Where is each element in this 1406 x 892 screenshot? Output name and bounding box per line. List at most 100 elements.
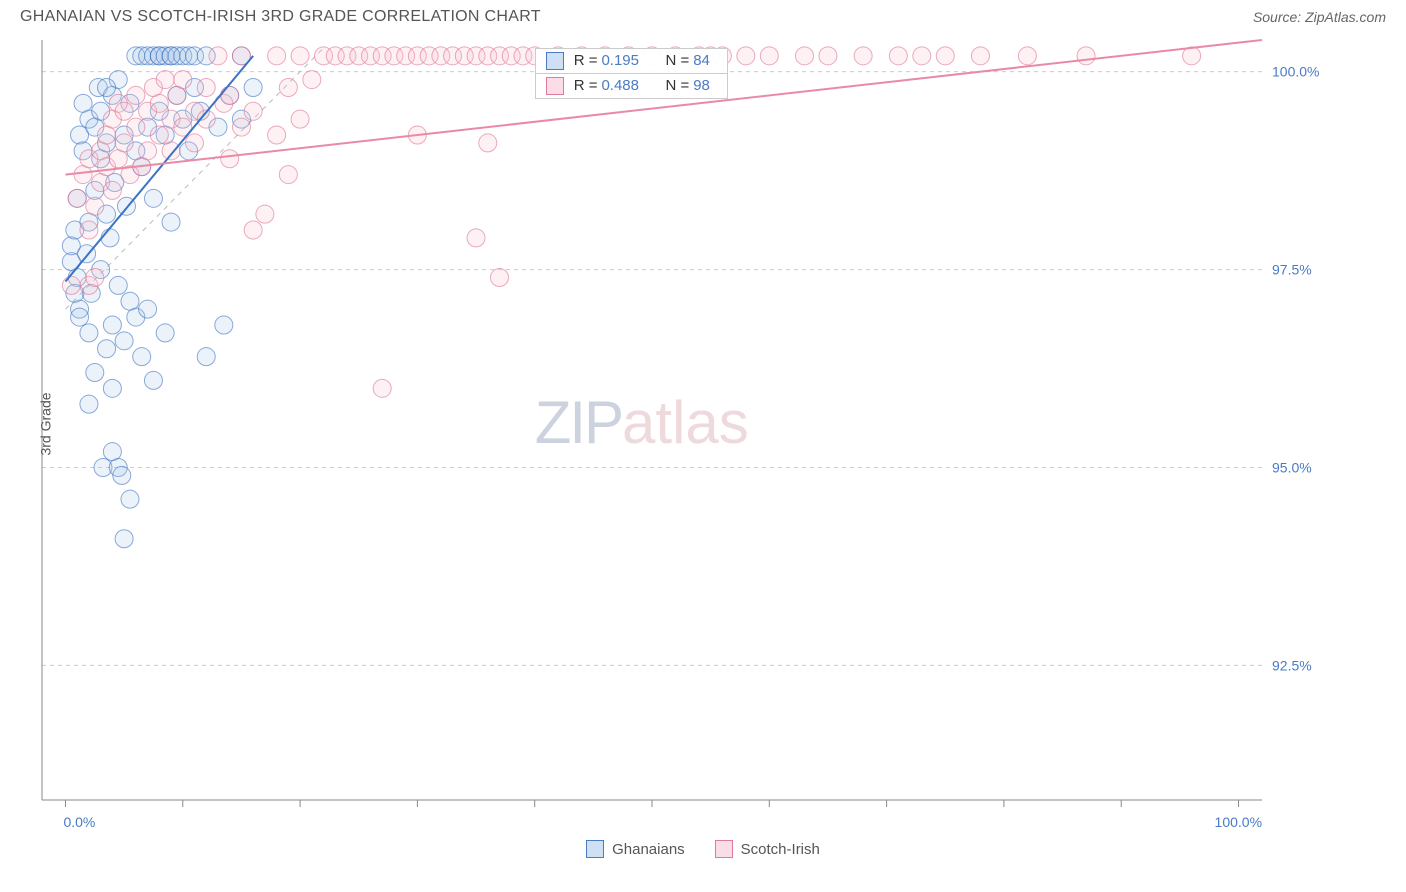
data-point [737,47,755,65]
data-point [71,308,89,326]
stats-row: R = 0.195 N = 84 [536,49,728,74]
n-label: N = [665,77,689,94]
data-point [303,71,321,89]
data-point [796,47,814,65]
data-point [150,126,168,144]
data-point [232,118,250,136]
legend-label: Ghanaians [612,841,685,858]
y-tick-label: 97.5% [1272,262,1312,278]
stats-row: R = 0.488 N = 98 [536,74,728,98]
data-point [115,134,133,152]
data-point [98,126,116,144]
n-label: N = [665,52,689,69]
data-point [103,181,121,199]
data-point [109,276,127,294]
data-point [156,324,174,342]
data-point [197,79,215,97]
data-point [80,395,98,413]
data-point [1077,47,1095,65]
data-point [479,134,497,152]
data-point [103,316,121,334]
data-point [279,79,297,97]
data-point [760,47,778,65]
data-point [121,490,139,508]
data-point [115,332,133,350]
data-point [889,47,907,65]
legend-label: Scotch-Irish [741,841,820,858]
x-max-label: 100.0% [1215,814,1262,830]
data-point [162,142,180,160]
data-point [127,118,145,136]
data-point [373,379,391,397]
y-tick-label: 95.0% [1272,460,1312,476]
data-point [62,276,80,294]
plot-area: 3rd Grade 92.5% 95.0% 97.5% 100.0% R = 0.19… [32,34,1406,814]
data-point [103,443,121,461]
data-point [139,142,157,160]
data-point [139,300,157,318]
data-point [913,47,931,65]
data-point [74,94,92,112]
data-point [209,47,227,65]
data-point [101,229,119,247]
r-value: 0.195 [601,52,651,69]
legend-item: Scotch-Irish [715,840,820,858]
data-point [115,530,133,548]
source-label: Source: ZipAtlas.com [1253,9,1386,25]
series-swatch [546,52,564,70]
data-point [936,47,954,65]
data-point [168,86,186,104]
data-point [86,197,104,215]
r-label: R = [574,77,598,94]
data-point [186,134,204,152]
data-point [197,348,215,366]
data-point [86,364,104,382]
data-point [854,47,872,65]
data-point [819,47,837,65]
data-point [291,110,309,128]
legend-swatch [715,840,733,858]
data-point [467,229,485,247]
data-point [215,316,233,334]
data-point [121,292,139,310]
data-point [86,269,104,287]
data-point [268,126,286,144]
data-point [115,102,133,120]
data-point [162,213,180,231]
x-min-label: 0.0% [63,814,95,830]
data-point [244,221,262,239]
chart-header: GHANAIAN VS SCOTCH-IRISH 3RD GRADE CORRE… [0,0,1406,30]
data-point [244,79,262,97]
r-value: 0.488 [601,77,651,94]
data-point [150,94,168,112]
data-point [491,269,509,287]
data-point [74,166,92,184]
data-point [156,71,174,89]
data-point [1018,47,1036,65]
data-point [144,189,162,207]
data-point [113,466,131,484]
data-point [109,150,127,168]
legend: Ghanaians Scotch-Irish [0,840,1406,858]
data-point [98,340,116,358]
data-point [92,142,110,160]
y-axis-label: 3rd Grade [38,392,54,455]
y-tick-label: 100.0% [1272,64,1319,80]
data-point [133,348,151,366]
y-tick-label: 92.5% [1272,657,1312,673]
data-point [221,150,239,168]
data-point [268,47,286,65]
data-point [291,47,309,65]
scatter-plot: 92.5% 95.0% 97.5% 100.0% [32,34,1332,814]
series-swatch [546,77,564,95]
data-point [144,371,162,389]
data-point [80,324,98,342]
legend-swatch [586,840,604,858]
data-point [103,379,121,397]
legend-item: Ghanaians [586,840,685,858]
data-point [279,166,297,184]
data-point [256,205,274,223]
data-point [80,221,98,239]
r-label: R = [574,52,598,69]
data-point [98,79,116,97]
